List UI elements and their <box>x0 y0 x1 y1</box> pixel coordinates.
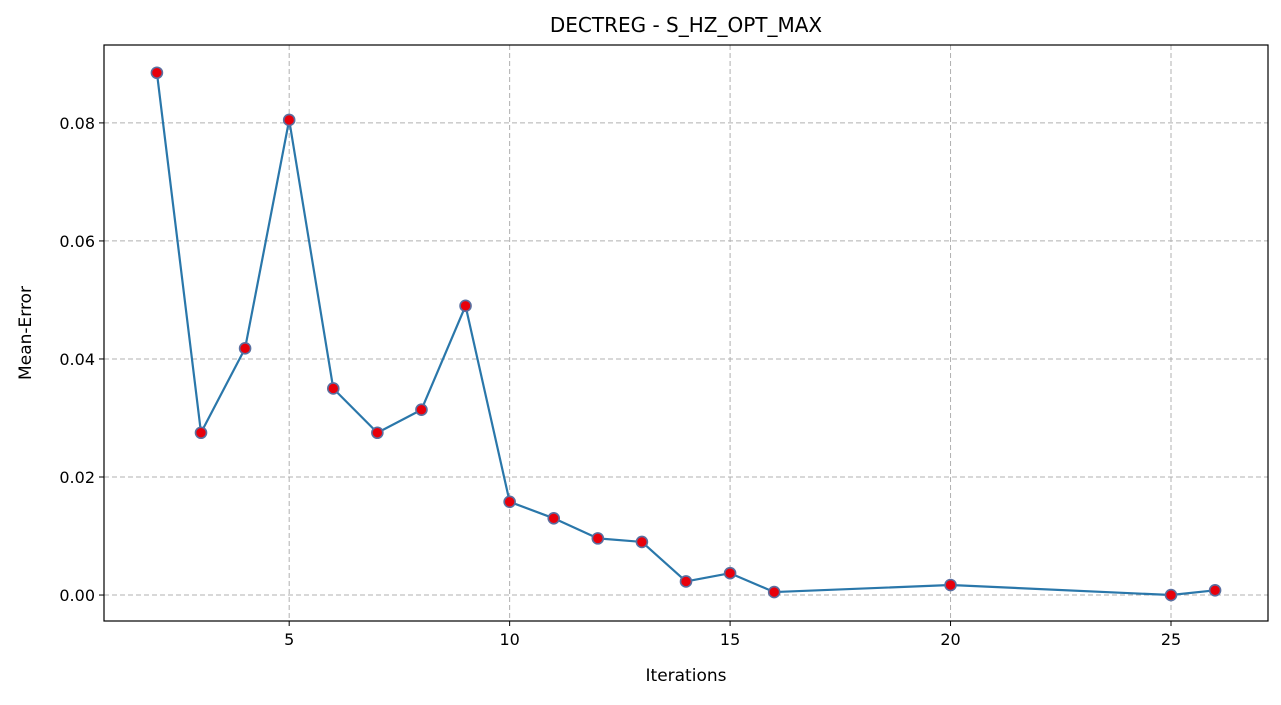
data-point <box>459 299 472 313</box>
x-tick-label: 5 <box>284 630 294 649</box>
data-point <box>1208 584 1222 597</box>
y-tick-label: 0.08 <box>59 114 95 133</box>
data-point <box>150 66 164 80</box>
data-point <box>194 426 208 440</box>
x-tick-label: 15 <box>720 630 740 649</box>
data-point <box>591 532 605 545</box>
series-line-group <box>155 72 1216 597</box>
data-points <box>150 66 1222 602</box>
plot-frame <box>103 44 1269 622</box>
x-tick-label: 20 <box>940 630 960 649</box>
x-axis-label: Iterations <box>646 666 727 686</box>
y-axis-label: Mean-Error <box>16 286 36 380</box>
data-point <box>503 495 516 509</box>
data-point <box>547 512 561 525</box>
y-tick-label: 0.04 <box>59 350 95 369</box>
data-point <box>371 426 384 440</box>
data-point <box>679 575 693 588</box>
chart-title: DECTREG - S_HZ_OPT_MAX <box>550 13 823 37</box>
data-point <box>944 578 957 592</box>
y-tick-label: 0.00 <box>59 586 95 605</box>
grid-lines <box>104 45 1268 621</box>
data-point <box>415 403 428 417</box>
series-line <box>155 72 1216 597</box>
data-point <box>238 342 252 355</box>
y-tick-label: 0.02 <box>59 468 95 487</box>
axis-ticks: 5 10 15 20 25 0.00 0.02 0.04 0.06 0.08 <box>59 114 1181 649</box>
data-point <box>723 566 737 580</box>
y-tick-label: 0.06 <box>59 232 95 251</box>
data-point <box>326 382 340 395</box>
data-point <box>635 535 649 549</box>
data-point <box>767 585 781 599</box>
data-point <box>1164 588 1178 602</box>
x-tick-label: 10 <box>499 630 519 649</box>
data-point <box>282 113 296 127</box>
x-tick-label: 25 <box>1161 630 1181 649</box>
